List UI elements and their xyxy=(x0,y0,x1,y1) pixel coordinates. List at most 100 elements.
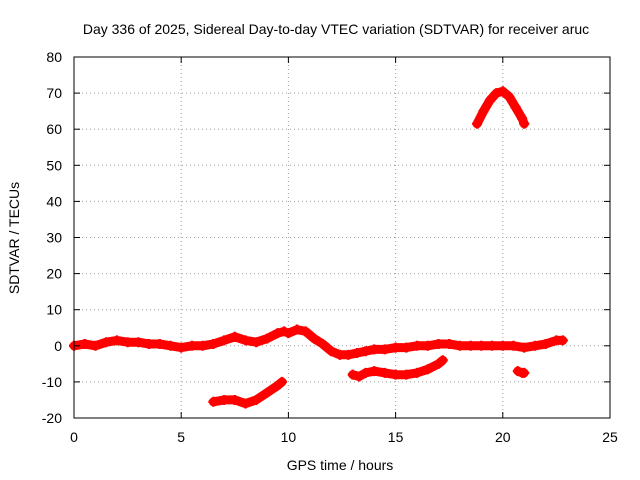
data-point xyxy=(529,340,540,351)
grid-layer xyxy=(74,57,610,418)
data-point xyxy=(478,106,489,117)
data-point xyxy=(390,342,401,353)
y-tick-label: 80 xyxy=(46,49,62,65)
data-point xyxy=(517,113,528,124)
data-point xyxy=(133,337,144,348)
data-point xyxy=(347,369,358,380)
data-point xyxy=(276,376,287,387)
data-point xyxy=(176,342,187,353)
y-axis-label: SDTVAR / TECUs xyxy=(6,182,22,294)
series-arc-peak xyxy=(472,86,530,129)
y-tick-label: -10 xyxy=(42,374,62,390)
data-point xyxy=(379,367,390,378)
series-low-track-morning xyxy=(208,376,287,409)
data-point xyxy=(261,333,272,344)
data-point xyxy=(300,326,311,337)
data-point xyxy=(487,340,498,351)
x-axis-label: GPS time / hours xyxy=(287,457,394,473)
data-point xyxy=(354,371,365,382)
data-point xyxy=(334,349,345,360)
data-point xyxy=(510,102,521,113)
data-point xyxy=(343,349,354,360)
data-point xyxy=(229,394,240,405)
data-point xyxy=(433,338,444,349)
data-point xyxy=(401,342,412,353)
data-point xyxy=(251,394,262,405)
data-point xyxy=(557,335,568,346)
series-mid-band xyxy=(283,324,568,360)
data-point xyxy=(360,367,371,378)
tick-label-layer: 0 5 10 15 20 25 -20 -10 0 10 20 30 40 50 60 70 80 xyxy=(42,49,618,445)
data-point xyxy=(326,346,337,357)
data-point xyxy=(79,338,90,349)
data-point xyxy=(390,369,401,380)
data-point xyxy=(165,340,176,351)
data-point xyxy=(401,369,412,380)
data-point xyxy=(476,340,487,351)
data-point xyxy=(101,337,112,348)
data-point xyxy=(352,348,363,359)
data-point xyxy=(360,346,371,357)
data-point xyxy=(465,340,476,351)
x-tick-label: 10 xyxy=(281,429,297,445)
x-tick-label: 20 xyxy=(495,429,511,445)
series-low-track-afternoon xyxy=(347,355,448,382)
data-point xyxy=(283,328,294,339)
y-tick-label: 50 xyxy=(46,157,62,173)
data-point xyxy=(369,344,380,355)
data-point xyxy=(186,340,197,351)
data-point xyxy=(454,340,465,351)
series-main-band xyxy=(69,326,290,353)
y-tick-label: 60 xyxy=(46,121,62,137)
y-tick-label: 30 xyxy=(46,230,62,246)
data-point xyxy=(519,118,530,129)
data-point xyxy=(251,337,262,348)
chart-title: Day 336 of 2025, Sidereal Day-to-day VTE… xyxy=(83,21,589,37)
data-point xyxy=(309,333,320,344)
data-point xyxy=(497,340,508,351)
data-point xyxy=(291,324,302,335)
data-point xyxy=(219,335,230,346)
data-point xyxy=(519,342,530,353)
data-point xyxy=(504,91,515,102)
data-point xyxy=(472,118,483,129)
x-tick-label: 15 xyxy=(388,429,404,445)
tick-layer xyxy=(73,56,611,419)
y-tick-label: 0 xyxy=(54,338,62,354)
data-point xyxy=(197,340,208,351)
data-point xyxy=(219,394,230,405)
data-point xyxy=(484,95,495,106)
y-tick-label: -20 xyxy=(42,410,62,426)
data-point xyxy=(261,387,272,398)
data-point xyxy=(540,338,551,349)
data-point xyxy=(154,338,165,349)
data-point xyxy=(369,366,380,377)
data-point xyxy=(122,337,133,348)
y-tick-label: 10 xyxy=(46,302,62,318)
data-point xyxy=(437,355,448,366)
y-tick-label: 20 xyxy=(46,266,62,282)
data-point xyxy=(412,340,423,351)
data-point xyxy=(379,344,390,355)
data-point xyxy=(240,398,251,409)
data-point xyxy=(422,364,433,375)
data-point xyxy=(422,340,433,351)
data-point xyxy=(497,86,508,97)
data-point xyxy=(208,396,219,407)
data-point xyxy=(317,338,328,349)
data-point xyxy=(412,367,423,378)
data-point xyxy=(111,335,122,346)
x-tick-label: 25 xyxy=(602,429,618,445)
y-tick-label: 70 xyxy=(46,85,62,101)
data-point xyxy=(144,338,155,349)
y-tick-label: 40 xyxy=(46,193,62,209)
x-tick-label: 0 xyxy=(70,429,78,445)
x-tick-label: 5 xyxy=(177,429,185,445)
data-point xyxy=(491,88,502,99)
series-isolated-segment xyxy=(512,366,530,378)
data-point xyxy=(240,335,251,346)
data-point xyxy=(229,331,240,342)
series-layer xyxy=(69,86,568,409)
